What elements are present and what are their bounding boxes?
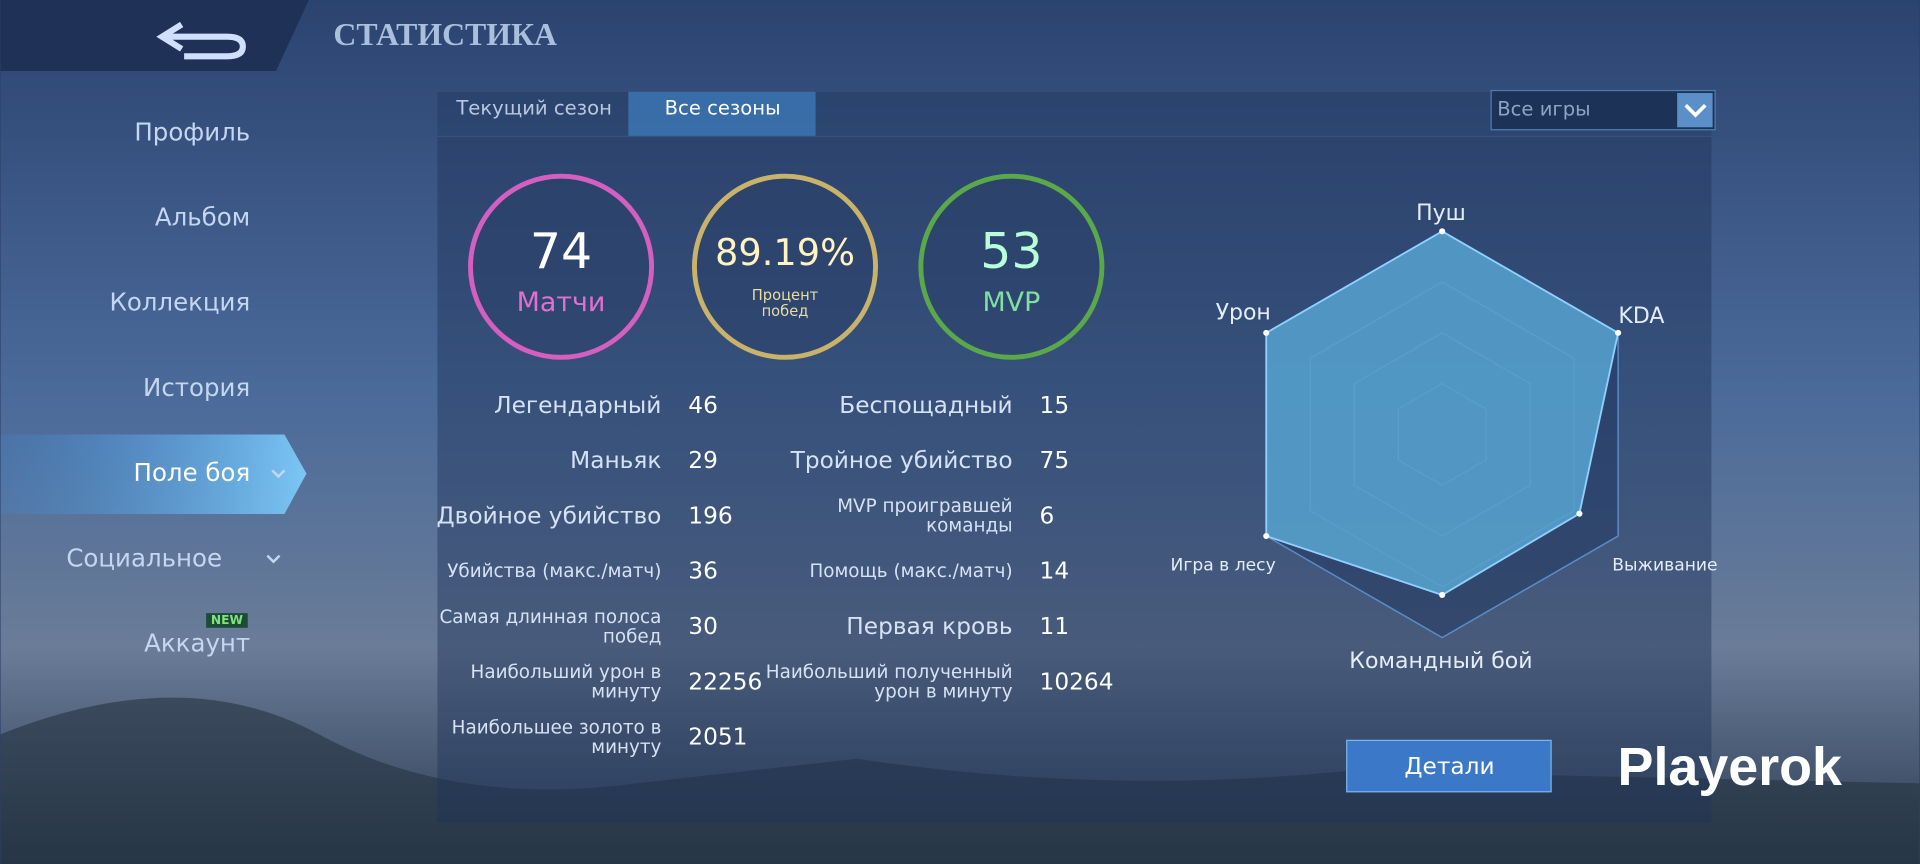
stat-label: Помощь (макс./матч) (809, 561, 1012, 582)
chevron (271, 469, 286, 479)
stat-label: Двойное убийство (436, 502, 661, 529)
radar-point (1263, 329, 1270, 336)
radar-axis-label: KDA (1618, 304, 1664, 329)
dropdown-button (1677, 93, 1713, 128)
stat-label: Маньяк (570, 447, 661, 474)
summary-ring (691, 173, 879, 360)
stat-value: 6 (1040, 502, 1055, 529)
details-button[interactable]: Детали (1346, 739, 1552, 793)
stat-label: минуту (591, 737, 661, 758)
stat-value: 30 (688, 613, 718, 640)
summary-value: 53 (980, 223, 1042, 280)
radar-axis-label: Игра в лесу (1171, 555, 1276, 575)
stat-value: 14 (1040, 558, 1070, 585)
stat-label: MVP проигравшей (837, 496, 1012, 517)
stat-label: Первая кровь (846, 613, 1012, 640)
stat-label: Убийства (макс./матч) (447, 561, 661, 582)
stat-value: 29 (688, 447, 718, 474)
sidebar-item[interactable]: Социальное (66, 543, 222, 572)
back-icon (156, 21, 246, 60)
page-title: СТАТИСТИКА (333, 17, 557, 52)
radar-axis-label: Командный бой (1349, 649, 1532, 674)
sidebar-selected (0, 434, 307, 514)
new-badge: NEW (211, 613, 244, 627)
stat-label: Наибольший полученный (766, 662, 1013, 683)
sidebar-item[interactable]: Поле боя (134, 458, 251, 487)
sidebar-item[interactable]: Коллекция (109, 288, 250, 317)
summary-ring (468, 173, 655, 360)
stat-label: побед (603, 626, 661, 647)
stat-label: Наибольший урон в (471, 662, 662, 683)
stat-value: 46 (688, 392, 718, 419)
summary-value: 89.19% (715, 231, 855, 274)
summary-label: MVP (982, 287, 1040, 318)
stat-value: 2051 (688, 724, 747, 751)
radar-point (1263, 532, 1270, 540)
stat-label: команды (926, 516, 1013, 537)
radar-point (1439, 228, 1446, 235)
stat-label: Легендарный (494, 392, 661, 419)
summary-ring (918, 173, 1105, 360)
radar-axis-label: Выживание (1612, 555, 1717, 575)
summary-label: Процент (752, 287, 819, 304)
tab[interactable]: Текущий сезон (455, 96, 612, 119)
radar-point (1439, 591, 1446, 598)
stat-value: 10264 (1040, 668, 1114, 695)
tab-selected-bg (628, 91, 816, 136)
button-box (1346, 739, 1552, 793)
watermark: Playerok (1618, 737, 1842, 797)
new-badge-bg (206, 613, 248, 628)
stat-value: 196 (688, 502, 732, 529)
filter-dropdown[interactable]: Все игры (1490, 89, 1716, 131)
stat-label: Беспощадный (839, 392, 1012, 419)
back-bar (0, 0, 309, 71)
stat-value: 11 (1040, 613, 1070, 640)
stat-label: Тройное убийство (790, 447, 1013, 474)
back-button[interactable] (156, 21, 246, 60)
radar-point (1615, 329, 1622, 336)
summary-label: Матчи (517, 287, 606, 318)
radar-axis-label: Пуш (1416, 201, 1466, 226)
stat-label: Самая длинная полоса (439, 607, 661, 628)
chevron (266, 554, 281, 564)
stat-value: 22256 (688, 668, 762, 695)
sidebar-item[interactable]: Аккаунт (144, 628, 250, 657)
button-label: Детали (1404, 753, 1494, 780)
stat-label: урон в минуту (874, 682, 1012, 703)
stat-label: минуту (591, 682, 661, 703)
stat-value: 75 (1040, 447, 1070, 474)
stat-label: Наибольшее золото в (452, 717, 662, 738)
filter-label: Все игры (1497, 98, 1590, 121)
sidebar-item[interactable]: Альбом (155, 203, 250, 232)
radar-axis-label: Урон (1216, 300, 1271, 325)
summary-value: 74 (530, 223, 592, 280)
mountains (0, 697, 1920, 864)
radar-point (1576, 510, 1583, 517)
sidebar-item[interactable]: Профиль (134, 117, 250, 146)
stat-value: 15 (1040, 392, 1070, 419)
tab[interactable]: Все сезоны (665, 96, 781, 119)
summary-label: побед (762, 303, 809, 320)
stat-value: 36 (688, 558, 718, 585)
sidebar-item[interactable]: История (143, 373, 250, 402)
dropdown-arrow (1684, 103, 1707, 118)
